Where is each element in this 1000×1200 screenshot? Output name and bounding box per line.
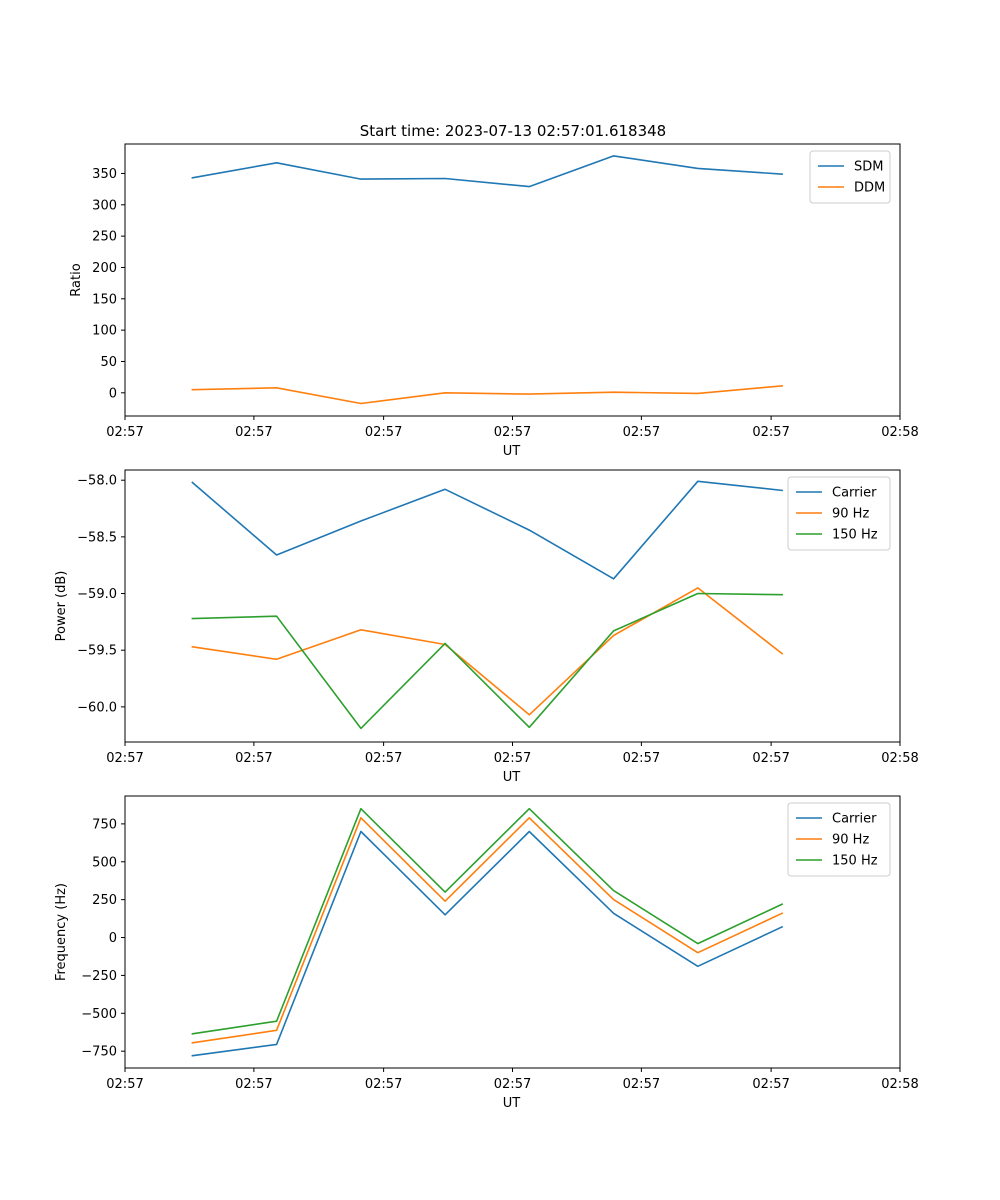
legend: Carrier 90 Hz 150 Hz: [787, 802, 891, 877]
y-tick-label: 0: [109, 931, 117, 946]
legend-label: 90 Hz: [832, 507, 869, 522]
x-tick-label: 02:57: [623, 425, 660, 440]
y-axis-label: Frequency (Hz): [54, 883, 69, 981]
y-axis-label: Ratio: [69, 263, 84, 296]
y-tick-label: 500: [92, 855, 117, 870]
legend-label: Carrier: [832, 812, 877, 827]
series-line-90-hz: [191, 816, 784, 1044]
legend-label: DDM: [854, 181, 885, 196]
x-tick-label: 02:57: [623, 751, 660, 766]
subplot-1: 02:57 02:57 02:57 02:57 02:57 02:57 02:58 0 50 10…: [69, 143, 919, 459]
legend: SDM DDM: [809, 150, 891, 204]
y-tick-label: 250: [92, 230, 117, 245]
x-tick-label: 02:57: [235, 751, 272, 766]
x-tick-label: 02:58: [881, 751, 918, 766]
x-tick-label: 02:57: [365, 1077, 402, 1092]
y-tick-label: 100: [92, 324, 117, 339]
y-tick-label: 300: [92, 198, 117, 213]
y-tick-label: −59.0: [77, 587, 117, 602]
x-tick-label: 02:57: [365, 751, 402, 766]
x-tick-label: 02:57: [752, 425, 789, 440]
x-tick-label: 02:57: [235, 1077, 272, 1092]
x-axis-label: UT: [503, 770, 521, 785]
series-line-ddm: [191, 385, 783, 405]
y-tick-label: 350: [92, 167, 117, 182]
y-tick-label: −500: [81, 1007, 117, 1022]
x-axis-label: UT: [503, 1096, 521, 1111]
legend: Carrier 90 Hz 150 Hz: [787, 476, 891, 551]
legend-label: SDM: [854, 160, 883, 175]
x-tick-label: 02:57: [752, 751, 789, 766]
x-tick-label: 02:57: [494, 1077, 531, 1092]
x-tick-label: 02:57: [106, 425, 143, 440]
y-axis-label: Power (dB): [54, 571, 69, 642]
y-tick-label: 50: [100, 355, 117, 370]
y-tick-label: 750: [92, 817, 117, 832]
x-tick-label: 02:57: [623, 1077, 660, 1092]
x-axis-label: UT: [503, 444, 521, 459]
x-tick-label: 02:57: [235, 425, 272, 440]
y-tick-label: 250: [92, 893, 117, 908]
legend-box: [787, 802, 891, 877]
y-tick-label: −59.5: [77, 644, 117, 659]
y-tick-label: −60.0: [77, 700, 117, 715]
axes-frame: [124, 469, 901, 743]
y-tick-label: 150: [92, 292, 117, 307]
legend-box: [787, 476, 891, 551]
x-tick-label: 02:57: [752, 1077, 789, 1092]
x-tick-label: 02:58: [881, 425, 918, 440]
figure-title: Start time: 2023-07-13 02:57:01.618348: [360, 122, 666, 140]
x-tick-label: 02:57: [106, 1077, 143, 1092]
y-tick-label: −58.0: [77, 474, 117, 489]
axes-frame: [124, 795, 901, 1069]
y-tick-label: 0: [109, 386, 117, 401]
series-line-sdm: [191, 155, 783, 188]
series-line-150-hz: [191, 592, 783, 730]
subplot-3: 02:57 02:57 02:57 02:57 02:57 02:57 02:58 −750 −…: [54, 795, 919, 1111]
y-tick-label: −750: [81, 1045, 117, 1060]
axes-frame: [124, 143, 901, 417]
legend-label: 150 Hz: [832, 854, 878, 869]
series-line-carrier: [191, 830, 784, 1057]
x-tick-label: 02:57: [365, 425, 402, 440]
series-line-150-hz: [191, 807, 784, 1035]
legend-label: Carrier: [832, 486, 877, 501]
legend-box: [809, 150, 891, 204]
x-tick-label: 02:57: [494, 751, 531, 766]
series-line-carrier: [191, 480, 783, 580]
x-tick-label: 02:57: [106, 751, 143, 766]
subplots: 02:57 02:57 02:57 02:57 02:57 02:57 02:58 0 50 10…: [54, 143, 919, 1111]
subplot-2: 02:57 02:57 02:57 02:57 02:57 02:57 02:58 −60.0…: [54, 469, 919, 785]
x-tick-label: 02:58: [881, 1077, 918, 1092]
series-line-90-hz: [191, 587, 784, 716]
y-tick-label: −58.5: [77, 530, 117, 545]
x-tick-label: 02:57: [494, 425, 531, 440]
legend-label: 150 Hz: [832, 528, 878, 543]
y-tick-label: −250: [81, 969, 117, 984]
y-tick-label: 200: [92, 261, 117, 276]
legend-label: 90 Hz: [832, 833, 869, 848]
